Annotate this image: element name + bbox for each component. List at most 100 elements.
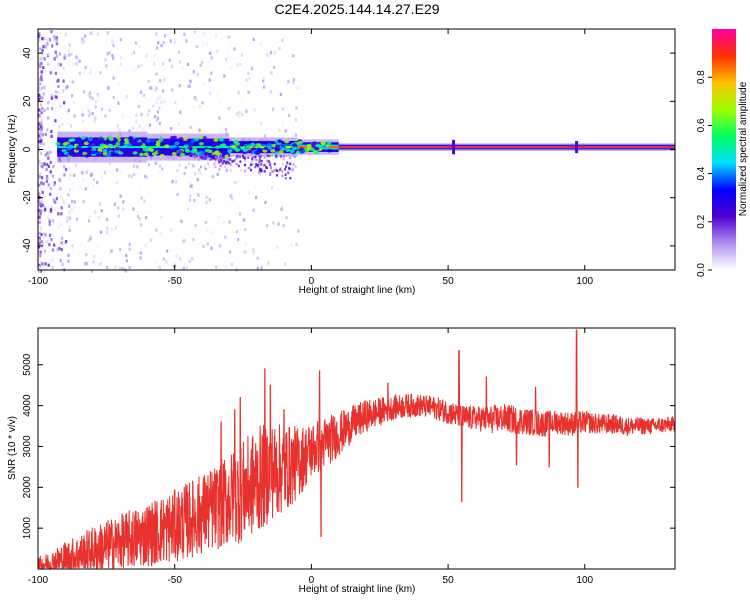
- heatmap-noise-cell: [71, 182, 74, 186]
- heatmap-noise-cell: [140, 113, 143, 117]
- heatmap-noise-cell: [112, 76, 115, 80]
- heatmap-noise-cell: [67, 224, 71, 228]
- heatmap-noise-cell: [58, 247, 61, 251]
- heatmap-noise-cell: [38, 145, 41, 149]
- heatmap-ridge-blob: [297, 140, 303, 145]
- heatmap-noise-cell: [41, 132, 44, 136]
- heatmap-noise-cell: [126, 173, 129, 177]
- heatmap-ridge-blob: [157, 150, 163, 154]
- heatmap-noise-cell: [139, 251, 143, 255]
- heatmap-noise-cell: [208, 60, 211, 64]
- heatmap-noise-cell: [248, 166, 251, 170]
- heatmap-noise-cell: [38, 148, 41, 152]
- heatmap-noise-cell: [120, 56, 123, 60]
- heatmap-noise-cell: [38, 57, 42, 61]
- heatmap-noise-cell: [112, 95, 115, 99]
- heatmap-noise-cell: [71, 244, 74, 248]
- heatmap-smear-cell: [258, 158, 261, 161]
- heatmap-noise-cell: [183, 239, 186, 243]
- heatmap-noise-cell: [163, 78, 166, 82]
- heatmap-noise-cell: [161, 89, 165, 93]
- heatmap-noise-cell: [39, 142, 42, 147]
- heatmap-noise-cell: [241, 113, 244, 117]
- heatmap-noise-cell: [178, 164, 181, 167]
- heatmap-noise-cell: [46, 177, 49, 181]
- heatmap-noise-cell: [99, 71, 102, 75]
- heatmap-noise-cell: [75, 62, 78, 66]
- heatmap-noise-cell: [53, 183, 56, 187]
- heatmap-noise-cell: [143, 199, 146, 203]
- heatmap-noise-cell: [38, 124, 41, 129]
- heatmap-noise-cell: [70, 52, 73, 56]
- heatmap-noise-cell: [116, 124, 119, 128]
- heatmap-noise-cell: [292, 78, 295, 82]
- heatmap-ridge-blob: [242, 148, 248, 153]
- heatmap-noise-cell: [207, 162, 210, 166]
- heatmap-noise-cell: [84, 34, 87, 38]
- heatmap-noise-cell: [180, 219, 183, 223]
- heatmap-ridge-blob: [245, 144, 251, 149]
- heatmap-noise-cell: [77, 251, 81, 255]
- heatmap-noise-cell: [294, 165, 297, 168]
- heatmap-noise-cell: [265, 232, 268, 236]
- heatmap-noise-cell: [148, 123, 151, 127]
- heatmap-noise-cell: [46, 151, 49, 155]
- heatmap-smear-cell: [284, 168, 287, 171]
- heatmap-noise-cell: [140, 196, 143, 200]
- heatmap-ridge-blob: [128, 136, 134, 140]
- heatmap-noise-cell: [107, 86, 110, 90]
- heatmap-ridge-blob: [327, 148, 333, 153]
- heatmap-noise-cell: [237, 114, 240, 118]
- heatmap-noise-cell: [43, 108, 46, 113]
- heatmap-noise-cell: [54, 197, 57, 201]
- heatmap-noise-cell: [224, 165, 226, 168]
- colorbar-label: Normalized spectral amplitude: [738, 81, 749, 216]
- heatmap-noise-cell: [68, 43, 71, 47]
- heatmap-noise-cell: [81, 171, 84, 175]
- heatmap-noise-cell: [38, 35, 41, 39]
- heatmap-noise-cell: [204, 167, 207, 171]
- heatmap-noise-cell: [260, 168, 263, 171]
- heatmap-noise-cell: [260, 190, 263, 194]
- heatmap-noise-cell: [54, 200, 57, 204]
- heatmap-noise-cell: [46, 175, 49, 179]
- heatmap-ridge-blob: [280, 147, 286, 151]
- heatmap-noise-cell: [209, 51, 212, 55]
- heatmap-smear-cell: [268, 160, 270, 163]
- heatmap-noise-cell: [43, 57, 46, 61]
- heatmap-noise-cell: [56, 90, 59, 94]
- heatmap-noise-cell: [177, 76, 180, 80]
- heatmap-noise-cell: [81, 113, 84, 117]
- heatmap-noise-cell: [155, 46, 159, 50]
- heatmap-noise-cell: [147, 191, 150, 195]
- heatmap-noise-cell: [114, 42, 117, 46]
- heatmap-noise-cell: [144, 174, 147, 178]
- heatmap-noise-cell: [63, 165, 66, 169]
- heatmap-ridge-blob: [192, 147, 198, 152]
- heatmap-noise-cell: [57, 84, 60, 88]
- colorbar-tick-label: 0.4: [696, 166, 707, 180]
- heatmap-ridge-blob: [239, 143, 245, 147]
- heatmap-noise-cell: [52, 252, 55, 256]
- heatmap-noise-cell: [172, 130, 175, 134]
- heatmap-noise-cell: [41, 165, 44, 169]
- heatmap-noise-cell: [153, 161, 156, 165]
- heatmap-noise-cell: [61, 122, 64, 126]
- heatmap-noise-cell: [38, 32, 41, 36]
- heatmap-noise-cell: [125, 259, 129, 263]
- heatmap-noise-cell: [66, 215, 69, 220]
- heatmap-noise-cell: [287, 80, 290, 84]
- heatmap-noise-cell: [38, 47, 42, 51]
- heatmap-noise-cell: [95, 100, 98, 104]
- heatmap-noise-cell: [148, 86, 151, 90]
- heatmap-noise-cell: [282, 162, 285, 165]
- heatmap-noise-cell: [256, 256, 259, 260]
- heatmap-noise-cell: [139, 256, 142, 260]
- heatmap-noise-cell: [128, 129, 131, 133]
- heatmap-noise-cell: [71, 116, 74, 120]
- heatmap-ridge-blob: [183, 141, 189, 145]
- heatmap-ridge-blob: [187, 145, 193, 150]
- heatmap-noise-cell: [119, 170, 123, 174]
- heatmap-smear-cell: [204, 155, 207, 158]
- heatmap-noise-cell: [266, 53, 269, 57]
